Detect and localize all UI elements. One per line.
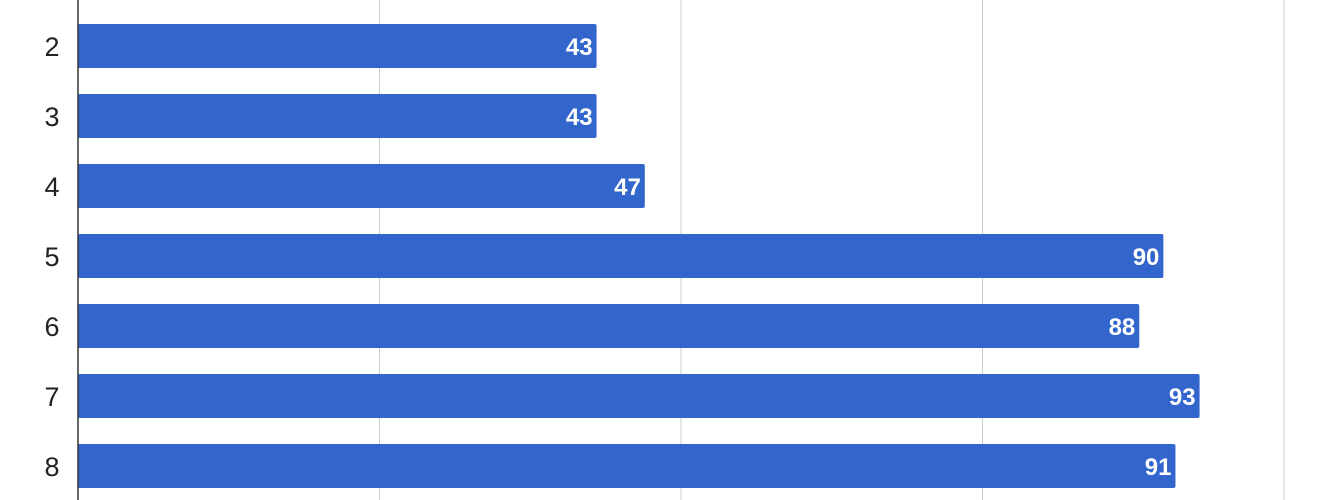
value-label-6: 88 bbox=[1109, 314, 1136, 341]
value-label-2: 43 bbox=[566, 34, 593, 61]
bar-6 bbox=[78, 304, 1140, 348]
value-label-5: 90 bbox=[1133, 244, 1160, 271]
bar-4 bbox=[78, 164, 645, 208]
value-label-7: 93 bbox=[1169, 384, 1196, 411]
bar-5 bbox=[78, 234, 1164, 278]
bars bbox=[78, 24, 1200, 488]
value-label-8: 91 bbox=[1145, 454, 1172, 481]
bar-2 bbox=[78, 24, 597, 68]
bar-3 bbox=[78, 94, 597, 138]
category-label-8: 8 bbox=[44, 452, 59, 482]
category-label-7: 7 bbox=[44, 382, 59, 412]
bar-8 bbox=[78, 444, 1176, 488]
value-labels: 4443434790889391 bbox=[566, 34, 1196, 481]
category-label-4: 4 bbox=[44, 172, 59, 202]
category-label-3: 3 bbox=[44, 102, 59, 132]
category-label-6: 6 bbox=[44, 312, 59, 342]
value-label-3: 43 bbox=[566, 104, 593, 131]
category-label-2: 2 bbox=[44, 32, 59, 62]
bar-7 bbox=[78, 374, 1200, 418]
value-label-4: 47 bbox=[614, 174, 641, 201]
category-label-5: 5 bbox=[44, 242, 59, 272]
